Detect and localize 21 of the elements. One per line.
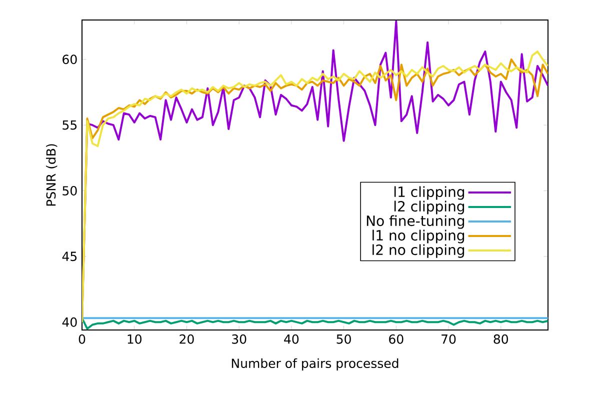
x-tick-label: 80 bbox=[494, 334, 508, 344]
x-tick-label: 60 bbox=[389, 334, 404, 344]
x-tick-label: 40 bbox=[284, 334, 299, 344]
x-axis-title: Number of pairs processed bbox=[232, 358, 398, 370]
y-tick-label: 60 bbox=[62, 54, 77, 64]
y-axis-title: PSNR (dB) bbox=[46, 144, 58, 206]
legend-label: l2 clipping bbox=[394, 200, 464, 214]
x-tick-label: 20 bbox=[180, 334, 194, 344]
legend-label: l2 no clipping bbox=[372, 244, 464, 258]
x-tick-label: 50 bbox=[336, 334, 351, 344]
x-tick-label: 70 bbox=[442, 334, 456, 344]
x-tick-label: 30 bbox=[232, 334, 246, 344]
y-tick-label: 45 bbox=[62, 252, 77, 262]
x-tick-label: 10 bbox=[128, 334, 142, 344]
legend-label: l1 no clipping bbox=[372, 230, 464, 244]
y-tick-label: 50 bbox=[62, 186, 77, 196]
x-tick-label: 0 bbox=[78, 334, 86, 344]
legend-label: No fine-tuning bbox=[366, 215, 464, 229]
y-tick-label: 40 bbox=[62, 317, 77, 327]
y-tick-label: 55 bbox=[62, 120, 77, 130]
legend-label: l1 clipping bbox=[394, 186, 464, 200]
